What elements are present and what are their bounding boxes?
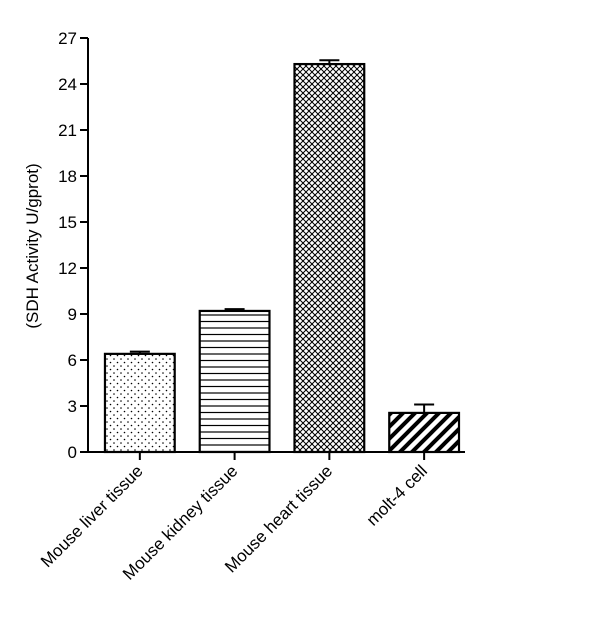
x-tick-label: Mouse heart tissue [221, 461, 336, 576]
y-axis: 0 3 6 9 12 15 18 21 24 27 [58, 29, 89, 462]
y-tick-label: 3 [68, 397, 77, 416]
x-tick-label: Mouse liver tissue [37, 461, 147, 571]
y-axis-title: (SDH Activity U/gprot) [23, 163, 42, 328]
y-tick-label: 21 [58, 121, 77, 140]
bar-0 [103, 352, 176, 454]
y-tick-label: 0 [68, 443, 77, 462]
y-tick-label: 9 [68, 305, 77, 324]
bar-2 [293, 62, 366, 454]
y-tick-label: 15 [58, 213, 77, 232]
x-tick-label: molt-4 cell [363, 461, 431, 529]
y-tick-label: 24 [58, 75, 77, 94]
bar-1 [198, 309, 271, 454]
y-tick-label: 6 [68, 351, 77, 370]
y-tick-label: 12 [58, 259, 77, 278]
y-tick-label: 27 [58, 29, 77, 48]
y-tick-label: 18 [58, 167, 77, 186]
bars [103, 59, 461, 454]
bar-3 [388, 411, 461, 454]
